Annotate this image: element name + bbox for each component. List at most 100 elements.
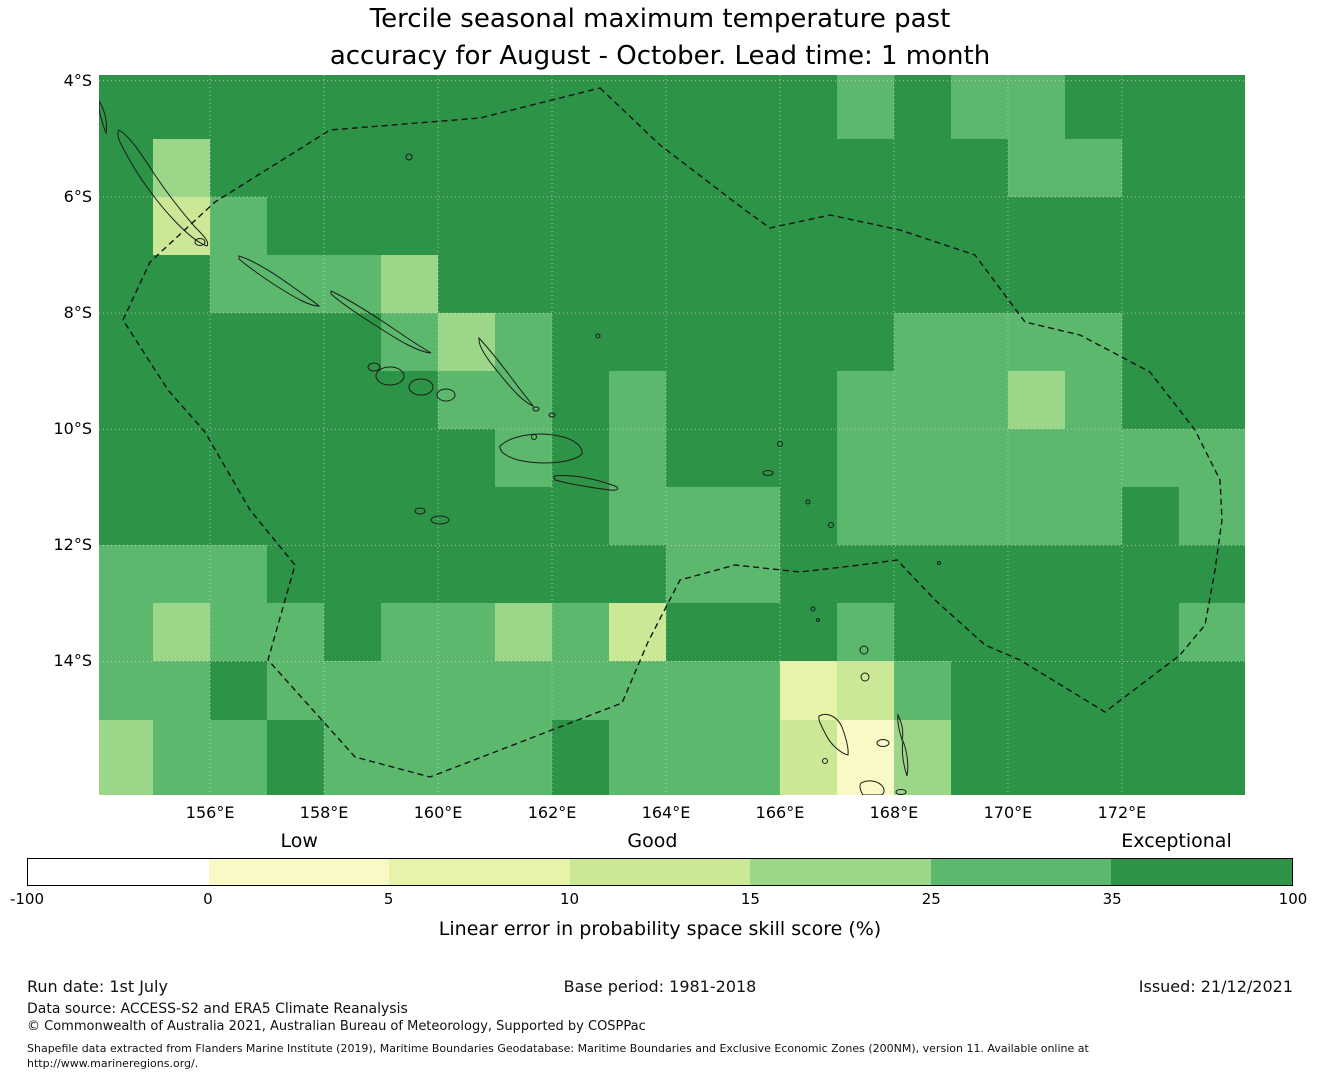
- heatmap-cell: [836, 75, 895, 140]
- heatmap-cell: [1007, 371, 1066, 430]
- heatmap-cell: [153, 487, 211, 546]
- lon-tick-label: 162°E: [527, 803, 577, 822]
- heatmap-cell: [666, 196, 724, 256]
- heatmap-cell: [609, 138, 667, 198]
- heatmap-cell: [267, 545, 325, 604]
- heatmap-cell: [1064, 371, 1123, 430]
- heatmap-cell: [609, 661, 667, 721]
- heatmap-cell: [324, 138, 382, 198]
- heatmap-cell: [267, 138, 325, 198]
- colorbar-tick-label: 5: [383, 890, 394, 908]
- heatmap-cell: [153, 75, 211, 140]
- colorbar-tick-label: 10: [560, 890, 580, 908]
- island-outline: [859, 645, 869, 655]
- heatmap-cell: [836, 487, 895, 546]
- colorbar-tick-label: -100: [9, 890, 45, 908]
- lon-tick-label: 164°E: [641, 803, 691, 822]
- heatmap-cell: [893, 371, 952, 430]
- heatmap-cell: [552, 719, 610, 795]
- coastlines: [99, 100, 941, 795]
- heatmap-cell: [324, 661, 382, 721]
- heatmap-cell: [267, 255, 325, 314]
- heatmap-cell: [210, 719, 268, 795]
- heatmap-cell: [495, 719, 553, 795]
- colorbar-tick-label: 35: [1102, 890, 1122, 908]
- heatmap-cell: [1121, 196, 1180, 256]
- heatmap-cell: [666, 429, 724, 488]
- shapefile-note: Shapefile data extracted from Flanders M…: [27, 1041, 1089, 1071]
- lat-tick-label: 10°S: [53, 419, 92, 439]
- heatmap-cell: [950, 75, 1009, 140]
- heatmap-cell: [893, 313, 952, 372]
- island-outline: [777, 441, 783, 447]
- heatmap-cell: [495, 138, 553, 198]
- colorbar-segment: [930, 859, 1112, 885]
- heatmap-cell: [779, 75, 838, 140]
- colorbar-segment: [750, 859, 931, 885]
- heatmap-cell: [438, 255, 496, 314]
- heatmap-cell: [552, 371, 610, 430]
- heatmap-cell: [381, 545, 439, 604]
- heatmap-cell: [153, 719, 211, 795]
- colorbar-qualitative-labels: Low Good Exceptional: [27, 830, 1293, 856]
- heatmap-cell: [1121, 719, 1180, 795]
- heatmap-cell: [552, 429, 610, 488]
- heatmap-cell: [779, 255, 838, 314]
- heatmap-cell: [893, 75, 952, 140]
- heatmap-cell: [438, 313, 496, 372]
- heatmap-cell: [267, 371, 325, 430]
- heatmap-cell: [836, 371, 895, 430]
- heatmap-cell: [893, 255, 952, 314]
- heatmap-cell: [1121, 429, 1180, 488]
- heatmap-cell: [836, 545, 895, 604]
- heatmap-cell: [438, 545, 496, 604]
- heatmap-cell: [666, 603, 724, 663]
- heatmap-cell: [1064, 429, 1123, 488]
- heatmap-cell: [836, 138, 895, 198]
- island-outline: [762, 470, 774, 476]
- coastline: [330, 290, 432, 354]
- coastline: [859, 780, 885, 795]
- heatmap-cell: [210, 196, 268, 256]
- heatmap-cell: [779, 487, 838, 546]
- island-outline: [375, 366, 405, 386]
- heatmap-cell: [609, 429, 667, 488]
- eez-boundary-line: [122, 87, 1223, 778]
- heatmap-cell: [99, 255, 154, 314]
- colorbar-segment: [208, 859, 390, 885]
- heatmap-cell: [1064, 545, 1123, 604]
- coastline: [478, 336, 535, 408]
- heatmap-cell: [153, 138, 211, 198]
- heatmap-cell: [495, 661, 553, 721]
- heatmap-cell: [1007, 719, 1066, 795]
- heatmap-cell: [438, 661, 496, 721]
- heatmap-cell: [153, 429, 211, 488]
- heatmap-cell: [381, 719, 439, 795]
- heatmap-cell: [267, 661, 325, 721]
- shapefile-note-line1: Shapefile data extracted from Flanders M…: [27, 1042, 1089, 1055]
- lat-tick-label: 12°S: [53, 535, 92, 555]
- heatmap-cell: [950, 196, 1009, 256]
- colorbar-segment: [389, 859, 570, 885]
- coastline: [897, 713, 904, 742]
- heatmap-cell: [666, 487, 724, 546]
- coastline: [901, 739, 909, 777]
- heatmap-cell: [438, 487, 496, 546]
- colorbar-tick-label: 15: [740, 890, 760, 908]
- gridlines: [99, 75, 1245, 795]
- heatmap-cell: [1064, 255, 1123, 314]
- heatmap-cell: [381, 603, 439, 663]
- colorbar-tick-label: 0: [203, 890, 213, 908]
- heatmap-cell: [723, 75, 781, 140]
- heatmap-cell: [324, 719, 382, 795]
- heatmap-cell: [779, 545, 838, 604]
- lon-tick-label: 156°E: [185, 803, 235, 822]
- island-outline: [414, 507, 426, 515]
- heatmap-cell: [1064, 196, 1123, 256]
- heatmap-cell: [1121, 545, 1180, 604]
- heatmap-cell: [950, 661, 1009, 721]
- heatmap-cell: [267, 313, 325, 372]
- heatmap-cell: [950, 603, 1009, 663]
- heatmap-cell: [666, 545, 724, 604]
- island-outline: [805, 499, 811, 505]
